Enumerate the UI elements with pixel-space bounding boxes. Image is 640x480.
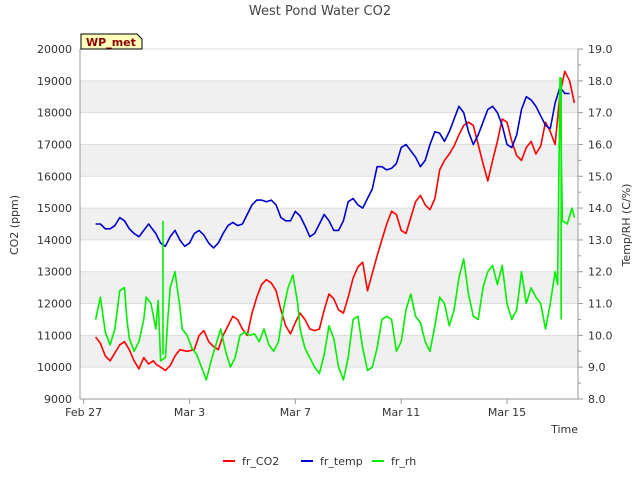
series-line-fr_temp xyxy=(95,86,570,249)
background-band xyxy=(80,208,578,240)
legend-label-fr_temp: fr_temp xyxy=(320,455,363,468)
x-axis-title: Time xyxy=(550,423,578,436)
legend: fr_CO2 fr_temp fr_rh xyxy=(223,455,416,468)
y-left-tick-label: 17000 xyxy=(37,138,72,151)
y-left-tick-label: 15000 xyxy=(37,202,72,215)
series-line-fr_CO2 xyxy=(94,70,576,372)
x-tick-label: Mar 7 xyxy=(280,406,311,419)
y-right-tick-label: 10.0 xyxy=(588,329,613,342)
y-axis-left-title: CO2 (ppm) xyxy=(8,195,21,255)
y-axis-right-title: Temp/RH (C/%) xyxy=(620,184,633,268)
station-badge-box xyxy=(80,33,143,50)
y-right-tick-label: 12.0 xyxy=(588,266,613,279)
y-right-tick-label: 15.0 xyxy=(588,170,613,183)
plot-area xyxy=(94,70,576,381)
x-axis-ticks: Feb 27 Mar 3 Mar 7 Mar 11 Mar 15 xyxy=(65,399,526,419)
y-right-tick-label: 14.0 xyxy=(588,202,613,215)
y-left-tick-label: 19000 xyxy=(37,75,72,88)
station-badge: WP_met xyxy=(80,33,143,50)
y-right-tick-label: 18.0 xyxy=(588,75,613,88)
y-left-tick-label: 13000 xyxy=(37,266,72,279)
y-left-tick-label: 10000 xyxy=(37,361,72,374)
y-right-tick-label: 17.0 xyxy=(588,107,613,120)
y-left-tick-label: 11000 xyxy=(37,329,72,342)
y-left-tick-label: 18000 xyxy=(37,107,72,120)
chart-title: West Pond Water CO2 xyxy=(249,4,391,19)
x-tick-label: Mar 3 xyxy=(174,406,205,419)
series-line-fr_rh xyxy=(94,76,576,381)
background-band xyxy=(80,144,578,177)
station-badge-label: WP_met xyxy=(86,36,136,49)
background-band xyxy=(80,80,578,113)
x-tick-label: Mar 11 xyxy=(382,406,420,419)
y-right-tick-label: 9.0 xyxy=(588,361,606,374)
y-right-tick-label: 19.0 xyxy=(588,43,613,56)
y-right-tick-label: 16.0 xyxy=(588,138,613,151)
left-axis-ticks: 9000 10000 11000 12000 13000 14000 15000 16000 1… xyxy=(37,43,72,406)
y-right-tick-label: 11.0 xyxy=(588,298,613,311)
y-left-tick-label: 9000 xyxy=(44,393,72,406)
x-tick-label: Feb 27 xyxy=(65,406,102,419)
y-right-tick-label: 8.0 xyxy=(588,393,606,406)
y-left-tick-label: 14000 xyxy=(37,234,72,247)
legend-label-fr_rh: fr_rh xyxy=(391,455,416,468)
x-tick-label: Mar 15 xyxy=(488,406,526,419)
y-left-tick-label: 20000 xyxy=(37,43,72,56)
y-left-tick-label: 12000 xyxy=(37,298,72,311)
legend-label-fr_CO2: fr_CO2 xyxy=(242,455,279,468)
y-left-tick-label: 16000 xyxy=(37,170,72,183)
y-right-tick-label: 13.0 xyxy=(588,234,613,247)
right-axis-ticks: 8.0 9.0 10.0 11.0 12.0 13.0 14.0 15.0 16.0 17.0 18… xyxy=(578,43,613,406)
